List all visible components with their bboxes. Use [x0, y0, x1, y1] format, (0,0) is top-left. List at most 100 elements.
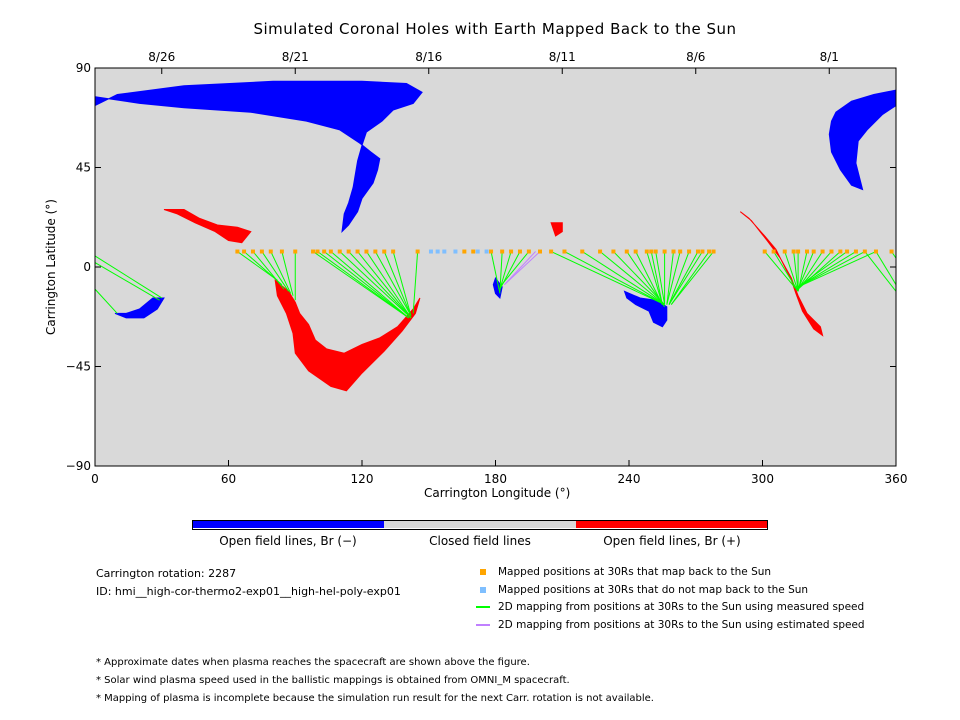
mapped-point-51: [811, 249, 816, 254]
mapped-point-21: [489, 249, 494, 254]
mapped-point-44: [711, 249, 716, 254]
mapped-point-15: [373, 249, 378, 254]
measured-mapping-line-60: [875, 251, 897, 285]
mapped-point-31: [611, 249, 616, 254]
mapped-point-38: [671, 249, 676, 254]
measured-mapping-line-33: [635, 251, 663, 305]
plot-area: [95, 68, 896, 466]
measured-mapping-line-41: [668, 251, 699, 305]
measured-mapping-line-51: [797, 251, 815, 290]
run-id-text: ID: hmi__high-cor-thermo2-exp01__high-he…: [96, 585, 401, 598]
measured-mapping-line-59: [864, 251, 897, 292]
measured-mapping-line-45: [764, 251, 799, 292]
measured-mapping-line-56: [797, 251, 857, 288]
mapped-point-19: [462, 249, 467, 254]
mapped-point-54: [838, 249, 843, 254]
x-tick-label-3: 180: [484, 472, 507, 486]
measured-mapping-line-8: [281, 251, 294, 296]
mapped-point-5: [279, 249, 284, 254]
mapped-point-36: [653, 249, 658, 254]
coronal-hole-negative-0: [94, 80, 423, 233]
measured-mapping-line-48: [793, 251, 799, 292]
coronal-hole-positive-1: [274, 279, 421, 392]
measured-mapping-line-14: [339, 251, 412, 319]
unmapped-point-1: [435, 249, 440, 254]
date-tick-label-5: 8/1: [820, 50, 839, 64]
mapped-point-46: [771, 249, 776, 254]
mapped-point-26: [538, 249, 542, 254]
measured-mapping-line-15: [348, 251, 412, 319]
measured-mapping-line-42: [668, 251, 703, 305]
mapped-point-41: [695, 249, 700, 254]
mapped-point-52: [820, 249, 825, 254]
footnote-3: * Mapping of plasma is incomplete becaus…: [96, 693, 654, 704]
x-tick-label-4: 240: [618, 472, 641, 486]
measured-mapping-line-27: [550, 251, 665, 306]
coronal-hole-negative-4: [623, 290, 668, 328]
measured-mapping-line-28: [564, 251, 665, 306]
mapped-point-53: [829, 249, 834, 254]
mapped-point-23: [509, 249, 514, 254]
mapped-point-28: [562, 249, 567, 254]
legend-unmapped-label: Mapped positions at 30Rs that do not map…: [498, 584, 809, 596]
estimated-mapping-line-0: [504, 251, 536, 286]
mapped-point-49: [796, 249, 801, 254]
x-tick-label-6: 360: [885, 472, 908, 486]
mapped-point-17: [391, 249, 396, 254]
measured-mapping-line-52: [797, 251, 823, 290]
measured-mapping-line-46: [773, 251, 799, 292]
legend-mapped-marker: [480, 569, 486, 575]
mapped-point-7: [311, 249, 316, 254]
y-tick-label-1: 45: [76, 161, 91, 175]
estimated-mapping-line-1: [504, 251, 541, 286]
mapped-point-57: [862, 249, 867, 254]
mapped-point-13: [355, 249, 360, 254]
date-tick-label-0: 8/26: [148, 50, 175, 64]
date-tick-label-4: 8/6: [686, 50, 705, 64]
measured-mapping-line-5: [252, 251, 285, 290]
mapped-point-42: [700, 249, 705, 254]
mapped-point-40: [687, 249, 692, 254]
mapped-point-4: [268, 249, 273, 254]
measured-mapping-line-39: [666, 251, 681, 305]
x-axis-label: Carrington Longitude (°): [424, 486, 571, 500]
mapped-point-50: [805, 249, 809, 254]
unmapped-point-3: [453, 249, 458, 254]
measured-mapping-line-36: [655, 251, 666, 305]
mapped-point-10: [328, 249, 333, 254]
mapped-point-20: [471, 249, 476, 254]
mapped-point-22: [500, 249, 505, 254]
unmapped-point-4: [475, 249, 480, 254]
mapped-point-14: [364, 249, 369, 254]
measured-mapping-line-40: [668, 251, 690, 305]
colorbar-closed: [384, 520, 576, 528]
coronal-hole-positive-2: [550, 222, 563, 237]
date-tick-label-2: 8/16: [415, 50, 442, 64]
mapped-point-16: [382, 249, 387, 254]
mapped-point-32: [624, 249, 629, 254]
mapped-point-12: [346, 249, 351, 254]
y-tick-label-3: −45: [66, 360, 91, 374]
measured-mapping-line-34: [646, 251, 663, 305]
measured-mapping-line-44: [670, 251, 714, 305]
date-tick-label-1: 8/21: [282, 50, 309, 64]
mapped-point-55: [845, 249, 850, 254]
coronal-hole-positive-3: [739, 211, 824, 337]
unmapped-point-5: [484, 249, 489, 254]
measured-mapping-line-13: [330, 251, 410, 319]
mapped-point-29: [580, 249, 585, 254]
measured-mapping-line-21: [412, 251, 419, 314]
unmapped-point-0: [428, 249, 433, 254]
measured-mapping-line-17: [366, 251, 412, 319]
measured-mapping-line-38: [666, 251, 674, 305]
legend-mapped-label: Mapped positions at 30Rs that map back t…: [498, 566, 772, 578]
measured-mapping-line-6: [261, 251, 289, 292]
coronal-hole-negative-2: [114, 297, 165, 319]
mapped-point-34: [644, 249, 649, 254]
y-tick-label-2: 0: [83, 260, 91, 274]
mapped-point-27: [549, 249, 554, 254]
unmapped-point-2: [442, 249, 447, 254]
measured-mapping-line-7: [270, 251, 292, 294]
legend-measured-label: 2D mapping from positions at 30Rs to the…: [498, 601, 865, 613]
measured-mapping-line-18: [374, 251, 412, 316]
